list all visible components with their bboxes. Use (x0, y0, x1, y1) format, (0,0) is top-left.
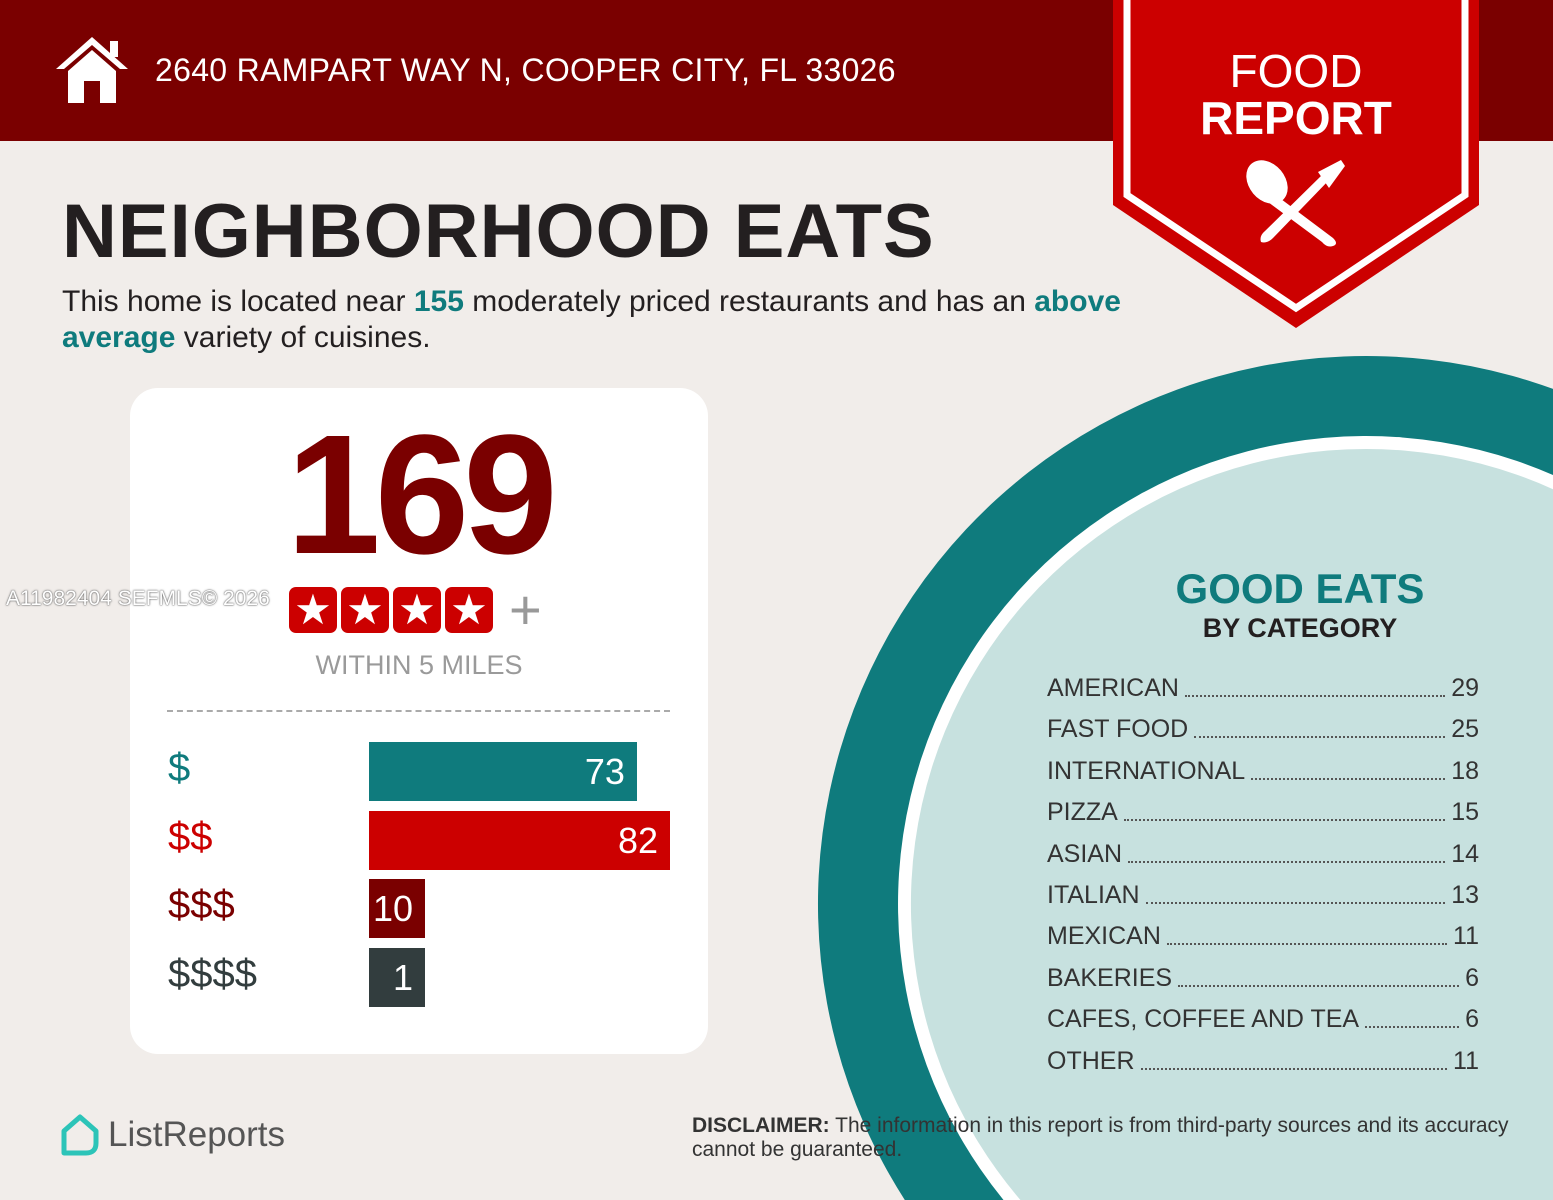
plus-sign: + (509, 578, 542, 641)
category-count: 13 (1451, 881, 1479, 909)
total-restaurants: 169 (286, 400, 558, 590)
category-label: CAFES, COFFEE AND TEA (1047, 1005, 1360, 1034)
category-label: FAST FOOD (1047, 715, 1189, 744)
star-icon: ★ (445, 587, 493, 633)
disclaimer: DISCLAIMER: The information in this repo… (692, 1114, 1509, 1161)
category-label: INTERNATIONAL (1047, 756, 1246, 785)
dot-leader (1166, 943, 1448, 946)
badge-line-2: REPORT (1200, 92, 1392, 144)
plate-center (910, 448, 1553, 1200)
category-count: 6 (1465, 963, 1479, 992)
category-label: AMERICAN (1047, 674, 1179, 702)
category-row: BAKERIES 6 (1047, 964, 1479, 993)
badge-line-1: FOOD (1229, 45, 1363, 97)
price-tier-label: $$ (168, 814, 213, 859)
price-tier-bar: 82 (369, 810, 670, 870)
restaurant-count-card (130, 388, 708, 1054)
category-count: 11 (1453, 922, 1479, 951)
divider (167, 710, 670, 712)
good-eats-subtitle: BY CATEGORY (1202, 613, 1398, 643)
price-tier-bar: 73 (369, 742, 637, 801)
star-icon: ★ (341, 587, 389, 633)
dot-leader (1123, 819, 1446, 822)
category-label: MEXICAN (1047, 922, 1161, 951)
dot-leader (1194, 736, 1446, 739)
dot-leader (1178, 984, 1460, 987)
category-count: 11 (1453, 1046, 1479, 1075)
home-icon (56, 37, 128, 103)
category-label: ASIAN (1047, 839, 1123, 868)
category-count: 6 (1465, 1005, 1479, 1034)
good-eats-title: GOOD EATS (1175, 565, 1425, 612)
category-label: OTHER (1047, 1046, 1135, 1075)
category-count: 29 (1451, 674, 1479, 702)
listreports-logo: ListReports (108, 1115, 286, 1154)
category-row: MEXICAN 11 (1047, 922, 1479, 951)
category-row: ITALIAN 13 (1047, 881, 1479, 910)
category-count: 14 (1451, 839, 1479, 868)
category-row: PIZZA 15 (1047, 798, 1479, 827)
dot-leader (1145, 902, 1446, 904)
star-rating: ★ ★ ★ ★ + (289, 578, 542, 641)
price-tier-bar: 10 (369, 879, 425, 938)
property-address: 2640 RAMPART WAY N, COOPER CITY, FL 3302… (155, 52, 896, 88)
category-row: INTERNATIONAL 18 (1047, 757, 1479, 786)
dot-leader (1128, 860, 1446, 863)
price-tier-label: $$$ (168, 883, 235, 927)
category-row: ASIAN 14 (1047, 840, 1479, 869)
category-count: 18 (1451, 756, 1479, 785)
price-tier-label: $$$$ (168, 951, 257, 996)
category-row: OTHER 11 (1047, 1047, 1479, 1076)
category-count: 25 (1451, 715, 1479, 744)
summary-text: This home is located near 155 moderately… (62, 285, 1121, 354)
spoon-fork-icon (1246, 160, 1345, 247)
star-icon: ★ (289, 587, 337, 633)
category-row: CAFES, COFFEE AND TEA 6 (1047, 1005, 1479, 1034)
dot-leader (1184, 695, 1446, 697)
within-label: WITHIN 5 MILES (315, 650, 523, 680)
category-count: 15 (1451, 798, 1479, 827)
price-tier-bar: 1 (369, 947, 425, 1007)
category-row: AMERICAN 29 (1047, 674, 1479, 703)
price-tier-label: $ (168, 746, 191, 790)
dot-leader (1140, 1067, 1448, 1070)
star-icon: ★ (393, 587, 441, 633)
category-label: BAKERIES (1047, 963, 1173, 992)
category-row: FAST FOOD 25 (1047, 715, 1479, 744)
food-report-badge (1113, 0, 1479, 328)
dot-leader (1251, 777, 1446, 780)
category-label: PIZZA (1047, 798, 1118, 827)
category-label: ITALIAN (1047, 881, 1140, 909)
listreports-logo-icon (61, 1114, 99, 1156)
dot-leader (1365, 1026, 1460, 1029)
page-title: NEIGHBORHOOD EATS (62, 189, 935, 274)
watermark: A11982404 SEFMLS© 2026 (6, 587, 270, 610)
